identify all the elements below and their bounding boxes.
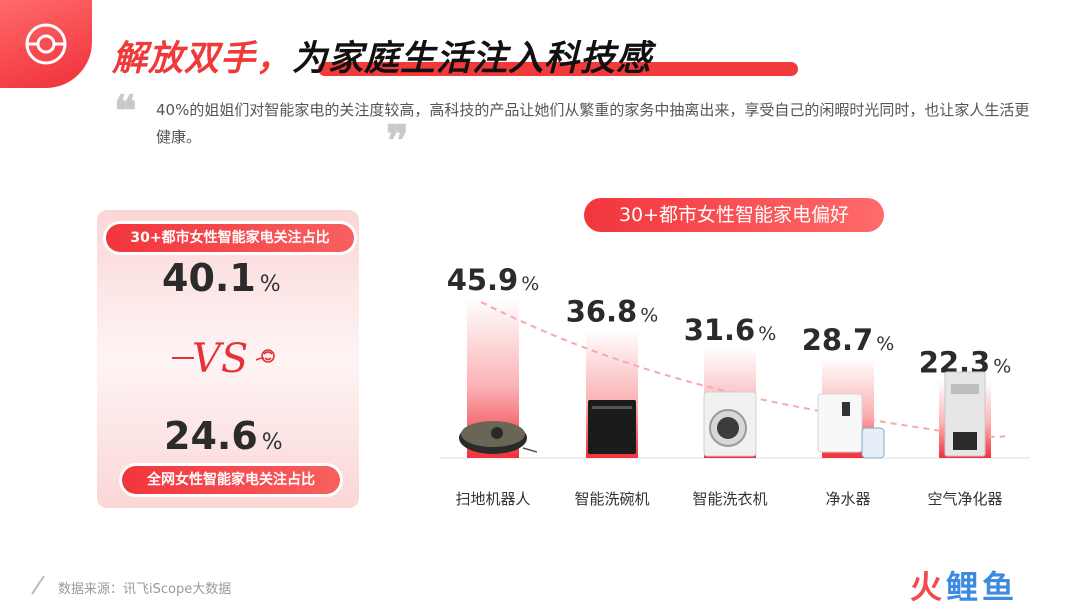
robot-sensor <box>491 427 503 439</box>
page-title: 解放双手，为家庭生活注入科技感 <box>112 30 652 81</box>
vs-text: VS <box>192 336 248 382</box>
dishwasher-body <box>588 400 636 454</box>
watermark-part-b: 鲤鱼 <box>946 568 1019 606</box>
close-quote-icon: ❞ <box>386 116 409 165</box>
comparison-card <box>97 210 359 508</box>
data-label: 28.7% <box>802 323 895 357</box>
category-label: 扫地机器人 <box>455 490 530 508</box>
bottom-comparison-label: 全网女性智能家电关注占比 <box>122 466 340 494</box>
bottom-value-number: 24.6 <box>164 414 258 458</box>
page-title-main: 为家庭生活注入科技感 <box>292 39 653 79</box>
air-purifier-icon <box>944 371 986 457</box>
top-value-number: 40.1 <box>162 256 256 300</box>
purifier-display <box>842 402 850 416</box>
data-label: 36.8% <box>566 295 659 329</box>
data-label: 31.6% <box>684 313 777 347</box>
brand-logo-icon <box>25 23 67 65</box>
rose-icon <box>255 349 275 363</box>
water-purifier-icon <box>817 393 885 459</box>
robot-vacuum-icon <box>459 421 538 454</box>
bottom-comparison-value: 24.6% <box>164 414 283 458</box>
purifier-body <box>817 393 863 453</box>
washer-drum <box>717 417 739 439</box>
watermark-part-a: 火 <box>910 568 947 606</box>
washing-machine-icon <box>703 391 757 457</box>
category-label: 空气净化器 <box>927 490 1002 508</box>
logo-tab <box>0 0 92 88</box>
chart-title: 30+都市女性智能家电偏好 <box>584 198 884 232</box>
robot-brush <box>522 447 538 453</box>
open-quote-icon: ❝ <box>114 86 137 135</box>
category-label: 智能洗衣机 <box>692 490 767 508</box>
quote-text: 40%的姐姐们对智能家电的关注度较高，高科技的产品让她们从繁重的家务中抽离出来，… <box>156 101 1030 146</box>
category-label: 智能洗碗机 <box>574 490 649 508</box>
purifier-tank <box>861 427 885 459</box>
top-value-unit: % <box>259 272 281 297</box>
air-purifier-vent <box>951 384 979 394</box>
top-comparison-value: 40.1% <box>162 256 281 300</box>
top-comparison-label: 30+都市女性智能家电关注占比 <box>106 224 354 252</box>
brand-watermark: 火鲤鱼 <box>910 562 1018 608</box>
dishwasher-panel <box>592 406 632 409</box>
bottom-value-unit: % <box>261 430 283 455</box>
data-source: 数据来源：讯飞iScope大数据 <box>58 582 232 597</box>
vs-emblem: VS <box>172 336 275 382</box>
source-slash-icon <box>31 575 45 595</box>
page-title-highlight: 解放双手， <box>112 39 293 79</box>
air-purifier-panel <box>953 432 977 450</box>
data-label: 45.9% <box>447 263 540 297</box>
category-label: 净水器 <box>825 490 870 508</box>
dishwasher-icon <box>588 400 636 454</box>
